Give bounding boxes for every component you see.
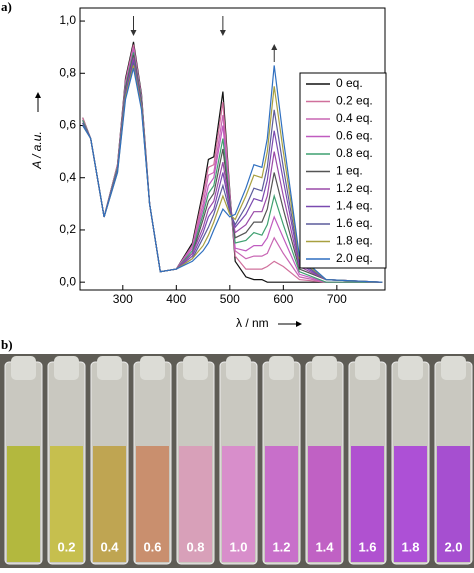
cuvette-liquid [351, 446, 384, 562]
legend-label: 0.6 eq. [336, 129, 373, 143]
x-tick-label: 500 [220, 292, 240, 306]
cuvette-label: 1.0 [229, 539, 247, 554]
arrowhead [219, 30, 226, 36]
cuvette-cap [269, 356, 294, 380]
cuvette-liquid [93, 446, 126, 562]
cuvette-cap [312, 356, 337, 380]
series-line [82, 62, 383, 283]
cuvette-liquid [437, 446, 470, 562]
cuvette-label: 1.4 [315, 539, 334, 554]
y-label-arrowhead [35, 92, 41, 98]
x-tick-label: 700 [327, 292, 347, 306]
x-tick-label: 400 [166, 292, 186, 306]
cuvette-cap [441, 356, 466, 380]
arrowhead [271, 44, 278, 50]
cuvette-label: 1.2 [272, 539, 290, 554]
x-axis-label: λ / nm [236, 316, 269, 330]
cuvette-label: 0.2 [57, 539, 75, 554]
cuvette-label: 0.8 [186, 539, 204, 554]
x-label-arrowhead [296, 321, 302, 327]
y-tick-label: 1,0 [59, 13, 76, 27]
cuvette-label: 0.6 [143, 539, 161, 554]
arrowhead [130, 30, 137, 36]
legend-label: 0 eq. [336, 76, 363, 90]
cuvette-cap [226, 356, 251, 380]
cuvette-label: 0.4 [100, 539, 119, 554]
cuvette-label: 1.8 [401, 539, 419, 554]
cuvette-label: 1.6 [358, 539, 376, 554]
panel-label: b) [1, 337, 13, 352]
y-tick-label: 0,8 [59, 65, 76, 79]
y-tick-label: 0,2 [59, 222, 76, 236]
y-tick-label: 0,0 [59, 274, 76, 288]
y-tick-label: 0,4 [59, 170, 76, 184]
legend-label: 0.8 eq. [336, 146, 373, 160]
cuvette-liquid [136, 446, 169, 562]
legend-label: 1.8 eq. [336, 234, 373, 248]
y-axis-label: A / a.u. [30, 131, 44, 170]
legend-label: 1.6 eq. [336, 216, 373, 230]
cuvette-liquid [222, 446, 255, 562]
panel-label: a) [1, 0, 12, 14]
legend-label: 1.2 eq. [336, 181, 373, 195]
x-tick-label: 600 [273, 292, 293, 306]
series-line [82, 65, 383, 283]
cuvette-liquid [394, 446, 427, 562]
cuvette-liquid [265, 446, 298, 562]
photo: 0.2 0.4 0.6 0.8 1.0 1.2 1.4 1.6 1.8 2.0 [4, 356, 473, 565]
x-tick-label: 300 [113, 292, 133, 306]
y-tick-label: 0,6 [59, 118, 76, 132]
legend-label: 1.4 eq. [336, 199, 373, 213]
legend-label: 0.2 eq. [336, 94, 373, 108]
cuvette-cap [355, 356, 380, 380]
cuvette-liquid [308, 446, 341, 562]
legend-label: 0.4 eq. [336, 111, 373, 125]
cuvette-cap [11, 356, 36, 380]
legend-label: 2.0 eq. [336, 251, 373, 265]
cuvette-liquid [50, 446, 83, 562]
cuvette-liquid [179, 446, 212, 562]
legend: 0 eq. 0.2 eq. 0.4 eq. 0.6 eq. 0.8 eq. 1 eq. 1.… [299, 72, 387, 269]
cuvette-cap [183, 356, 208, 380]
legend-label: 1 eq. [336, 164, 363, 178]
cuvette-cap [398, 356, 423, 380]
cuvette-label: 2.0 [444, 539, 462, 554]
plot: 0,0 0,2 0,4 0,6 0,8 1,0 300 400 500 600 700 0 eq. 0.… [59, 7, 387, 306]
cuvette-liquid [7, 446, 40, 562]
cuvette-cap [54, 356, 79, 380]
cuvette-cap [97, 356, 122, 380]
cuvette-cap [140, 356, 165, 380]
series-line [82, 65, 383, 283]
series-line [82, 54, 383, 283]
legend-box [299, 72, 387, 269]
